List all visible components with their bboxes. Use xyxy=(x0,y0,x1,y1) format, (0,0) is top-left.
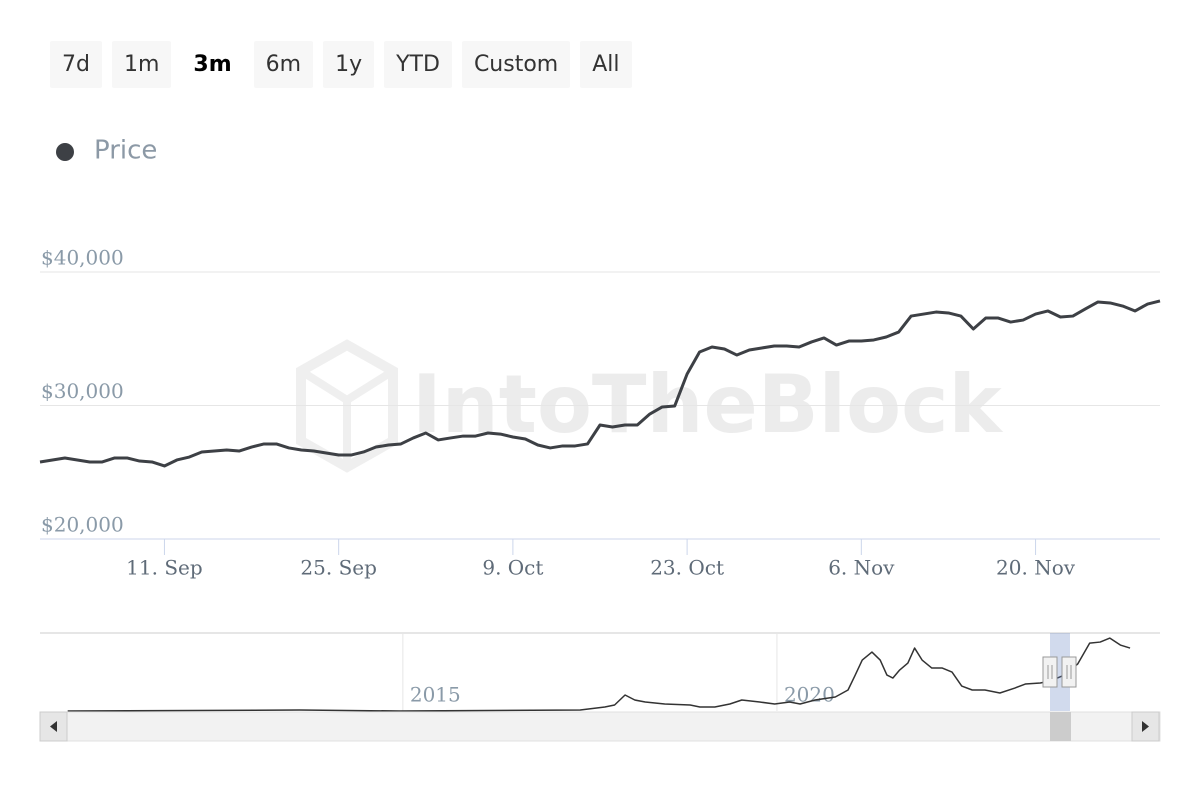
scrollbar-arrow xyxy=(1142,721,1149,732)
navigator-handle[interactable] xyxy=(1042,656,1058,688)
x-tick-label: 23. Oct xyxy=(650,556,724,580)
navigator-handle[interactable] xyxy=(1061,656,1077,688)
legend-label[interactable]: Price xyxy=(94,136,157,166)
range-button[interactable]: 3m xyxy=(193,52,232,77)
scrollbar-thumb[interactable] xyxy=(1050,712,1071,741)
y-tick-label: $40,000 xyxy=(41,246,124,270)
range-selector: 7d 1m 3m 6m 1y YTD Custom All xyxy=(50,41,632,88)
range-button[interactable]: 1y xyxy=(323,41,375,88)
watermark-logo-line xyxy=(298,367,396,405)
x-tick-label: 6. Nov xyxy=(828,556,895,580)
x-tick-label: 25. Sep xyxy=(300,556,377,580)
x-tick-label: 9. Oct xyxy=(482,556,543,580)
y-tick-label: $30,000 xyxy=(41,379,124,403)
range-button[interactable]: YTD xyxy=(384,41,452,88)
y-tick-label: $20,000 xyxy=(41,513,124,537)
legend-marker[interactable] xyxy=(56,143,74,161)
range-button[interactable]: All xyxy=(580,41,632,88)
range-button[interactable]: Custom xyxy=(461,41,571,88)
navigator: 2015 2020 xyxy=(67,633,1131,712)
range-button[interactable]: 6m xyxy=(253,41,314,88)
navigator-mask[interactable] xyxy=(1050,633,1070,711)
x-tick-label: 11. Sep xyxy=(126,556,203,580)
range-button[interactable]: 7d xyxy=(50,41,102,88)
scrollbar-track[interactable] xyxy=(39,711,1161,742)
x-tick-label: 2015 xyxy=(410,683,461,707)
range-button[interactable]: 1m xyxy=(111,41,172,88)
scrollbar-arrow xyxy=(50,721,57,732)
watermark: IntoTheBlock xyxy=(296,339,1003,473)
x-tick-label: 20. Nov xyxy=(996,556,1076,580)
watermark-text: IntoTheBlock xyxy=(412,358,1003,451)
navigator-line xyxy=(67,637,1131,712)
price-line xyxy=(39,299,1161,468)
